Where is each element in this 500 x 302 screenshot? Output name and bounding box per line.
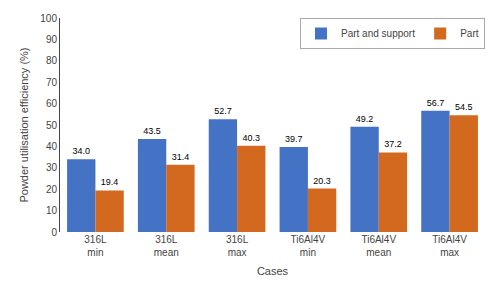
svg-text:90: 90 (46, 34, 58, 45)
svg-text:Part: Part (460, 28, 479, 39)
svg-text:316Lmax: 316Lmax (226, 234, 249, 258)
svg-text:Ti6Al4Vmin: Ti6Al4Vmin (291, 234, 326, 258)
svg-text:34.0: 34.0 (72, 146, 90, 156)
svg-text:49.2: 49.2 (356, 114, 374, 124)
svg-text:Ti6Al4Vmax: Ti6Al4Vmax (432, 234, 467, 258)
svg-text:10: 10 (46, 205, 58, 216)
svg-text:56.7: 56.7 (427, 98, 445, 108)
svg-text:40.3: 40.3 (242, 133, 260, 143)
svg-text:20.3: 20.3 (313, 176, 331, 186)
svg-text:20: 20 (46, 184, 58, 195)
svg-text:39.7: 39.7 (285, 134, 303, 144)
svg-text:316Lmean: 316Lmean (154, 234, 179, 258)
svg-text:40: 40 (46, 141, 58, 152)
svg-text:31.4: 31.4 (172, 152, 190, 162)
svg-text:0: 0 (51, 227, 57, 238)
svg-text:19.4: 19.4 (101, 177, 119, 187)
svg-text:37.2: 37.2 (384, 139, 402, 149)
svg-text:Ti6Al4Vmean: Ti6Al4Vmean (361, 234, 396, 258)
svg-text:316Lmin: 316Lmin (84, 234, 107, 258)
svg-text:Part and support: Part and support (341, 28, 415, 39)
svg-text:43.5: 43.5 (143, 126, 161, 136)
svg-text:30: 30 (46, 162, 58, 173)
svg-text:54.5: 54.5 (455, 102, 473, 112)
svg-text:70: 70 (46, 77, 58, 88)
svg-text:80: 80 (46, 55, 58, 66)
svg-text:Powder utilisation efficiency: Powder utilisation efficiency (%) (18, 47, 30, 202)
svg-text:Cases: Cases (257, 265, 289, 277)
svg-text:100: 100 (40, 13, 57, 24)
svg-text:50: 50 (46, 120, 58, 131)
svg-text:60: 60 (46, 98, 58, 109)
svg-text:52.7: 52.7 (214, 106, 232, 116)
